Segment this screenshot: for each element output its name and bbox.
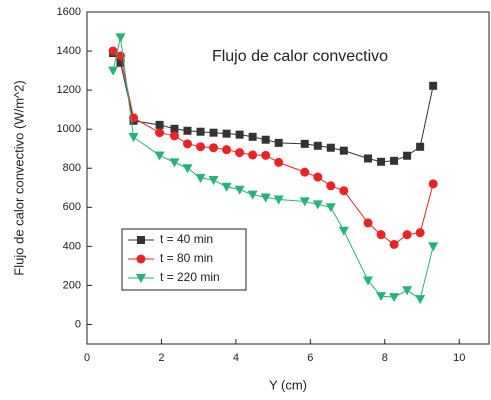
- data-point: [247, 190, 258, 200]
- data-point: [261, 150, 271, 160]
- y-tick-label: 200: [63, 279, 81, 291]
- data-point: [248, 132, 257, 141]
- data-point: [222, 145, 232, 155]
- plot-frame: [86, 11, 490, 345]
- data-point: [363, 276, 374, 286]
- series-line: [112, 52, 434, 163]
- legend-marker: [136, 274, 146, 283]
- data-point: [299, 197, 310, 207]
- data-point: [415, 295, 426, 305]
- data-point: [195, 174, 206, 183]
- data-point: [274, 157, 284, 167]
- data-point: [261, 135, 270, 144]
- data-point: [364, 154, 373, 163]
- x-tick-label: 0: [84, 352, 90, 364]
- data-point: [363, 218, 373, 228]
- data-point: [260, 193, 271, 203]
- y-axis-label: Flujo de calor convectivo (W/m^2): [11, 80, 26, 275]
- data-point: [429, 81, 438, 90]
- data-point: [390, 156, 399, 165]
- y-tick-label: 800: [63, 162, 81, 174]
- data-point: [403, 151, 412, 160]
- data-point: [339, 186, 349, 196]
- data-point: [273, 195, 284, 205]
- y-tick-label: 600: [63, 201, 81, 213]
- data-point: [339, 146, 348, 155]
- data-point: [196, 142, 206, 152]
- data-point: [274, 138, 283, 147]
- data-point: [248, 150, 258, 160]
- x-tick-label: 8: [382, 352, 388, 364]
- data-point: [326, 143, 335, 152]
- x-axis-label: Y (cm): [269, 377, 307, 392]
- data-point: [235, 130, 244, 139]
- data-point: [313, 172, 323, 182]
- data-point: [376, 292, 387, 302]
- data-point: [312, 200, 323, 210]
- data-point: [115, 33, 126, 43]
- y-tick-label: 400: [63, 240, 81, 252]
- data-point: [402, 230, 412, 240]
- x-tick-label: 10: [453, 352, 465, 364]
- data-point: [389, 293, 400, 303]
- y-tick-label: 1400: [57, 45, 81, 57]
- legend-marker: [136, 254, 146, 264]
- legend-marker: [137, 236, 145, 244]
- data-point: [209, 143, 219, 153]
- data-point: [169, 131, 179, 141]
- data-point: [325, 203, 336, 213]
- data-point: [416, 142, 425, 151]
- data-point: [196, 127, 205, 136]
- data-point: [209, 128, 218, 137]
- y-tick-label: 1600: [57, 6, 81, 18]
- data-point: [154, 151, 165, 161]
- data-point: [169, 158, 180, 168]
- data-point: [222, 129, 231, 138]
- data-point: [155, 128, 165, 138]
- data-point: [377, 157, 386, 166]
- y-tick-label: 1000: [57, 123, 81, 135]
- series-line: [112, 50, 434, 246]
- data-point: [183, 139, 192, 149]
- x-tick-label: 6: [307, 352, 313, 364]
- data-point: [300, 139, 309, 148]
- data-point: [313, 141, 322, 150]
- data-point: [300, 167, 310, 177]
- data-point: [155, 120, 164, 129]
- data-point: [415, 228, 425, 238]
- data-point: [376, 230, 386, 240]
- data-point: [326, 181, 336, 191]
- data-point: [234, 185, 245, 195]
- data-point: [183, 126, 192, 135]
- data-point: [221, 182, 232, 192]
- y-tick-label: 0: [75, 318, 81, 330]
- legend-text: t = 40 min: [160, 232, 213, 246]
- data-point: [402, 286, 413, 296]
- data-point: [235, 148, 245, 158]
- y-tick-label: 1200: [57, 84, 81, 96]
- data-point: [338, 226, 349, 236]
- data-point: [182, 164, 193, 174]
- data-point: [108, 46, 118, 56]
- legend-text: t = 220 min: [160, 270, 220, 284]
- data-point: [128, 132, 139, 142]
- data-point: [208, 175, 219, 185]
- data-point: [389, 239, 399, 249]
- data-point: [108, 66, 119, 76]
- legend-text: t = 80 min: [160, 251, 213, 265]
- x-tick-label: 4: [233, 352, 239, 364]
- chart-title: Flujo de calor convectivo: [212, 48, 388, 65]
- data-point: [428, 242, 439, 252]
- data-point: [116, 58, 125, 67]
- data-point: [170, 124, 179, 133]
- x-tick-label: 2: [158, 352, 164, 364]
- data-point: [428, 179, 438, 189]
